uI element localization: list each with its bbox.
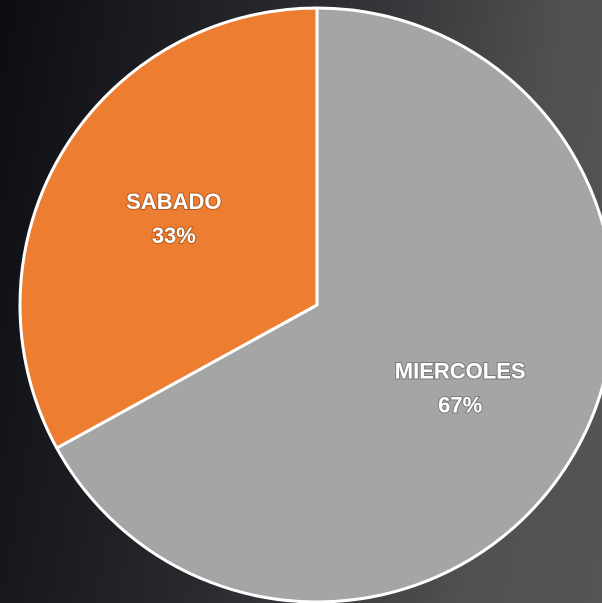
pie-slice bbox=[55, 6, 602, 603]
pie-slice bbox=[18, 6, 319, 450]
slice-value-label: 67% bbox=[438, 392, 482, 417]
slice-category-label: MIERCOLES bbox=[395, 358, 526, 383]
slice-value-label: 33% bbox=[152, 223, 196, 248]
slice-category-label: SABADO bbox=[126, 189, 221, 214]
